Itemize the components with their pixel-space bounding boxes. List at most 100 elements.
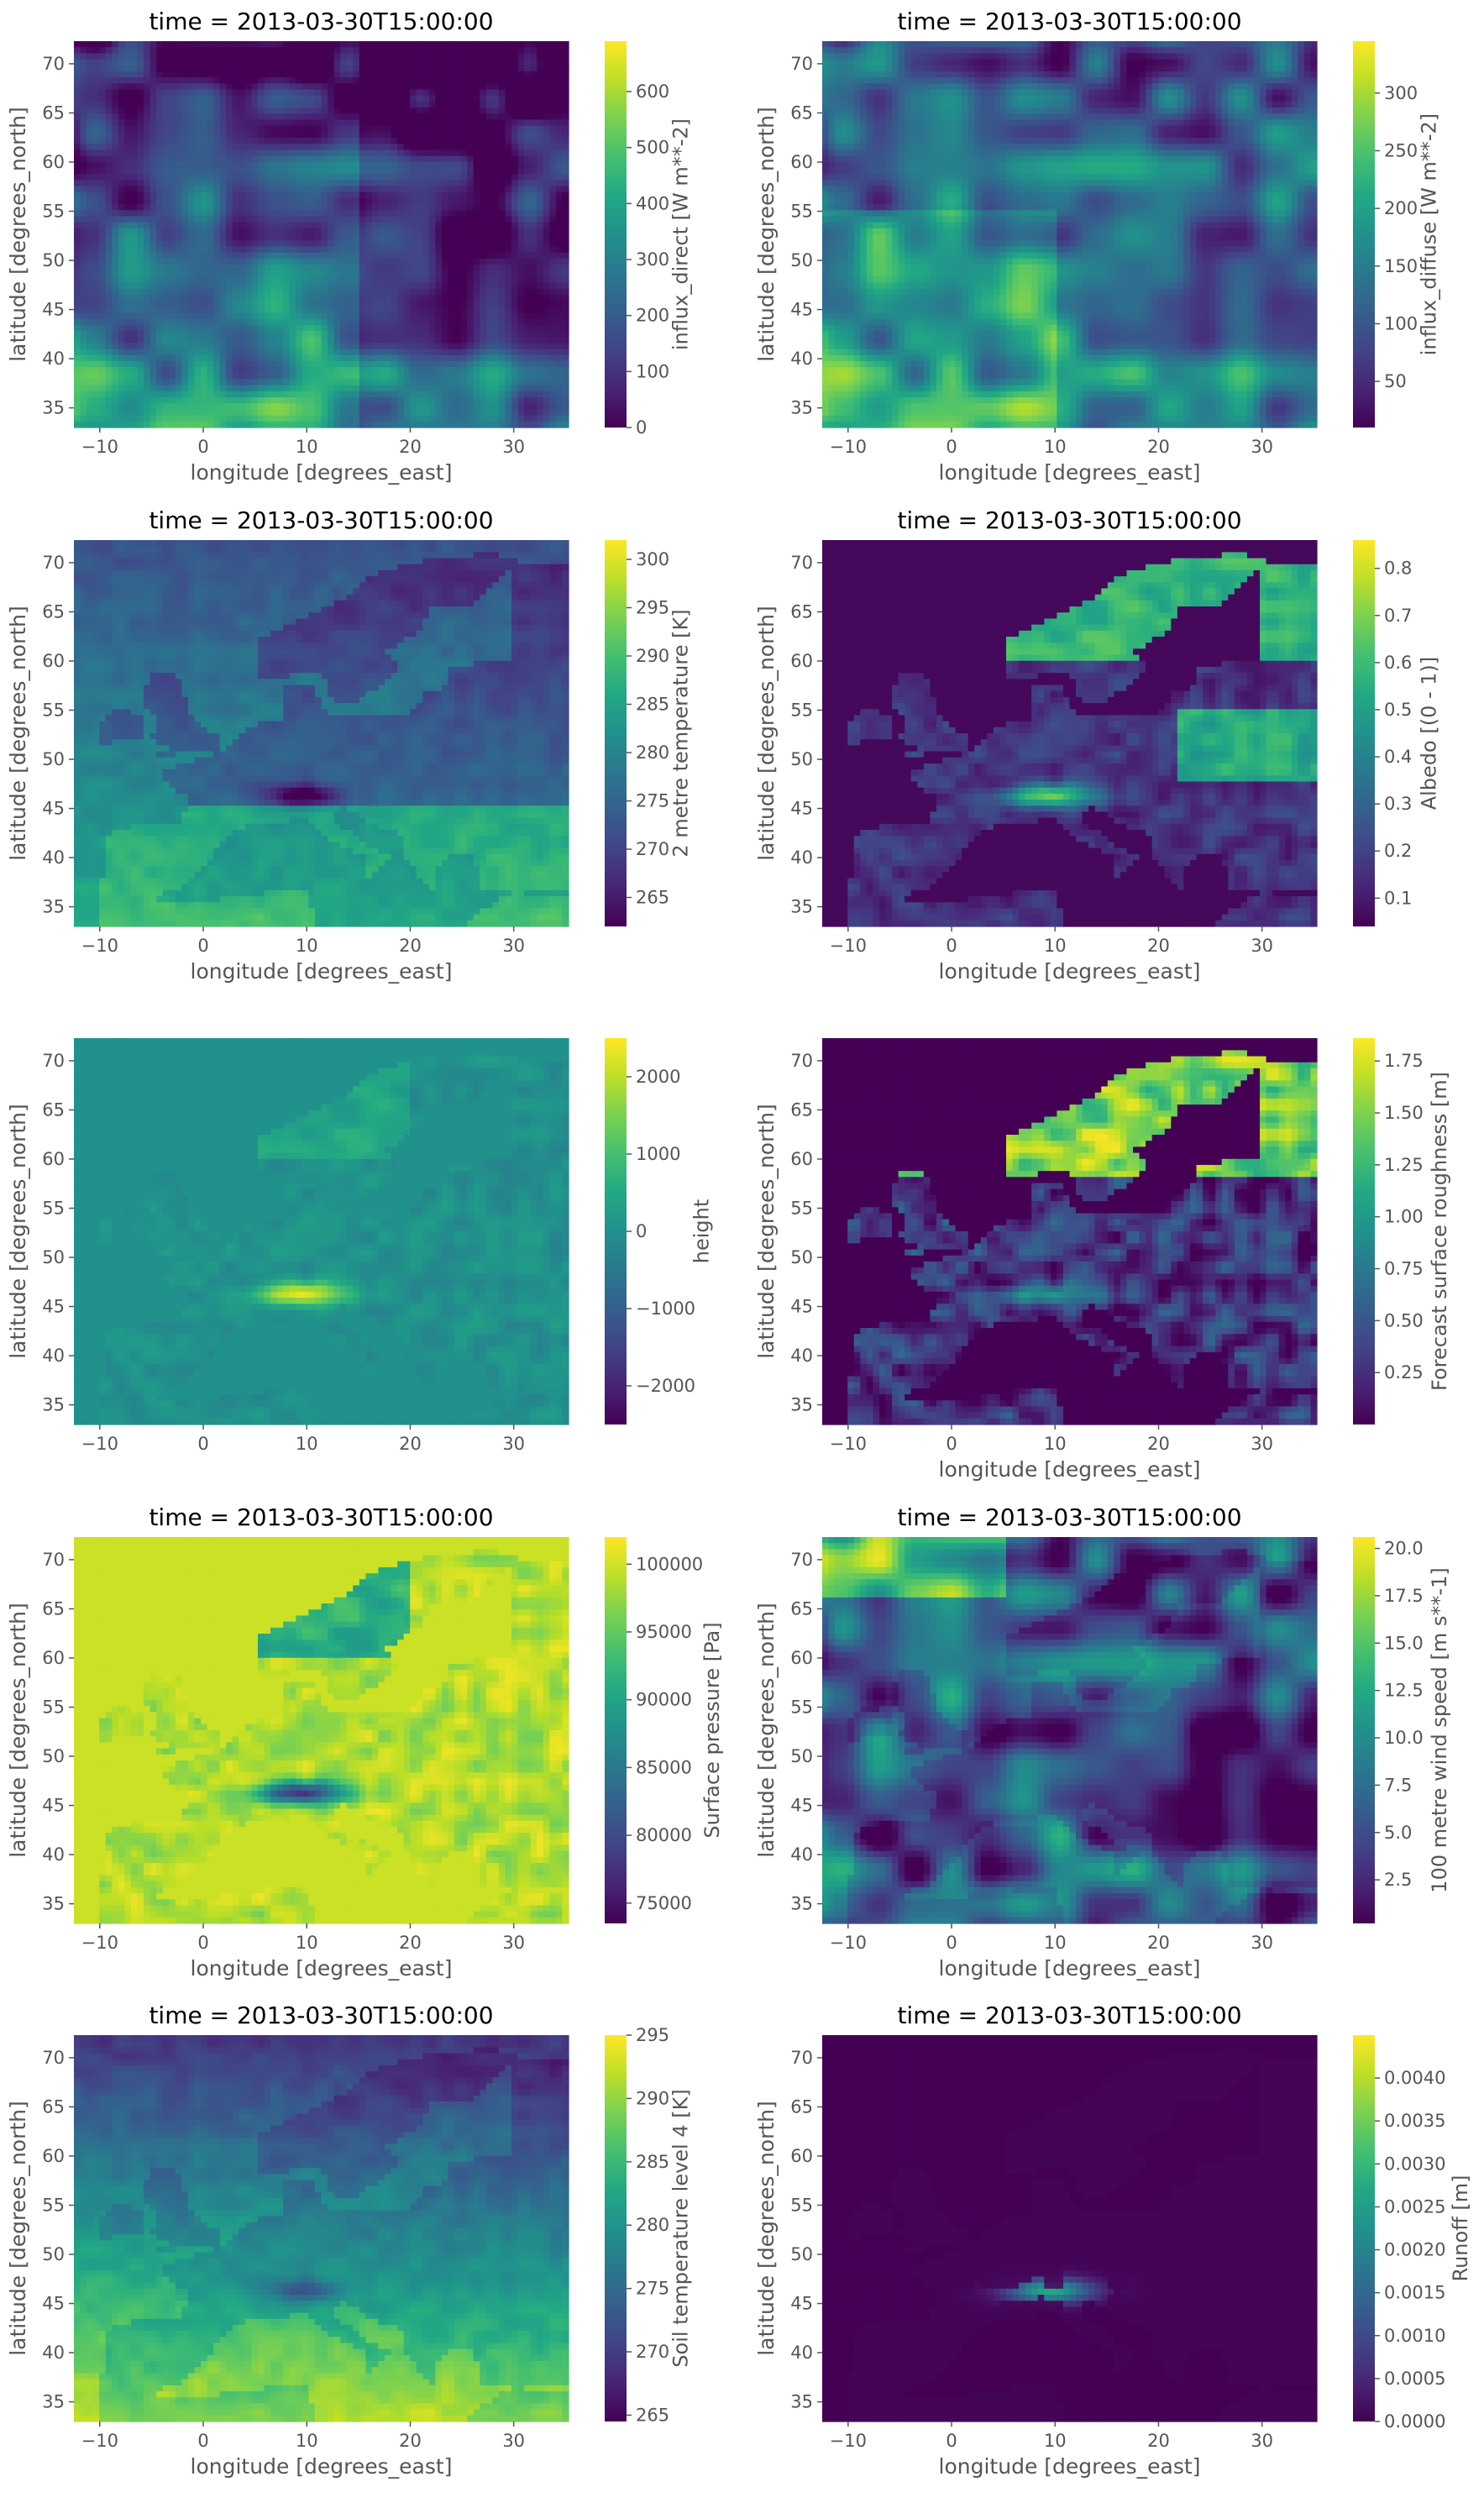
heatmap-cell xyxy=(99,259,106,265)
heatmap-cell xyxy=(138,234,144,241)
heatmap-cell xyxy=(118,180,125,186)
heatmap-cell xyxy=(251,138,258,144)
heatmap-cell xyxy=(131,216,138,223)
heatmap-cell xyxy=(201,349,207,356)
heatmap-cell xyxy=(188,253,195,260)
heatmap-cell xyxy=(328,53,334,60)
heatmap-cell xyxy=(245,386,252,392)
heatmap-cell xyxy=(99,416,106,422)
heatmap-cell xyxy=(112,307,118,313)
heatmap-cell xyxy=(322,204,328,211)
heatmap-cell xyxy=(270,240,277,247)
heatmap-cell xyxy=(220,319,227,326)
heatmap-cell xyxy=(328,210,334,217)
heatmap-cell xyxy=(176,422,182,428)
heatmap-cell xyxy=(156,96,163,102)
heatmap-cell xyxy=(328,403,334,410)
heatmap-cell xyxy=(258,108,265,114)
heatmap-cell xyxy=(118,416,125,422)
heatmap-cell xyxy=(233,234,239,241)
heatmap-cell xyxy=(328,312,334,319)
heatmap-cell xyxy=(283,386,290,392)
heatmap-cell xyxy=(131,361,138,368)
heatmap-cell xyxy=(87,186,93,193)
heatmap-cell xyxy=(169,246,176,253)
heatmap-cell xyxy=(213,102,220,108)
heatmap-cell xyxy=(99,47,106,54)
heatmap-cell xyxy=(93,210,100,217)
heatmap-cell xyxy=(340,192,347,199)
heatmap-cell xyxy=(93,337,100,344)
heatmap-cell xyxy=(308,391,315,398)
heatmap-cell xyxy=(207,319,214,326)
heatmap-cell xyxy=(251,180,258,186)
heatmap-cell xyxy=(265,108,271,114)
heatmap-cell xyxy=(144,83,150,90)
heatmap-cell xyxy=(181,96,188,102)
heatmap-cell xyxy=(150,373,157,380)
heatmap-cell xyxy=(328,108,334,114)
heatmap-cell xyxy=(150,331,157,338)
heatmap-cell xyxy=(213,47,220,54)
heatmap-cell xyxy=(226,312,233,319)
heatmap-cell xyxy=(201,386,207,392)
heatmap-cell xyxy=(308,156,315,163)
heatmap-cell xyxy=(176,397,182,404)
heatmap-cell xyxy=(258,270,265,277)
heatmap-cell xyxy=(245,198,252,205)
heatmap-cell xyxy=(74,337,81,344)
heatmap-cell xyxy=(258,126,265,133)
heatmap-cell xyxy=(265,90,271,97)
heatmap-cell xyxy=(328,66,334,72)
heatmap-cell xyxy=(347,41,354,48)
heatmap-cell xyxy=(169,198,176,205)
heatmap-cell xyxy=(265,102,271,108)
heatmap-cell xyxy=(106,174,113,181)
heatmap-cell xyxy=(156,83,163,90)
heatmap-cell xyxy=(245,119,252,126)
heatmap-cell xyxy=(124,301,131,307)
heatmap-cell xyxy=(124,403,131,410)
heatmap-cell xyxy=(181,265,188,271)
heatmap-cell xyxy=(296,83,302,90)
heatmap-cell xyxy=(156,156,163,163)
heatmap-cell xyxy=(194,361,201,368)
heatmap-cell xyxy=(302,77,309,84)
heatmap-cell xyxy=(169,83,176,90)
heatmap-cell xyxy=(131,331,138,338)
heatmap-cell xyxy=(334,83,341,90)
heatmap-cell xyxy=(340,289,347,296)
heatmap-cell xyxy=(138,96,144,102)
heatmap-cell xyxy=(322,180,328,186)
heatmap-cell xyxy=(124,83,131,90)
heatmap-cell xyxy=(315,53,322,60)
heatmap-cell xyxy=(220,138,227,144)
heatmap-cell xyxy=(258,83,265,90)
heatmap-cell xyxy=(156,41,163,48)
heatmap-cell xyxy=(239,228,245,235)
heatmap-cell xyxy=(245,270,252,277)
heatmap-cell xyxy=(99,156,106,163)
heatmap-cell xyxy=(245,71,252,78)
heatmap-cell xyxy=(239,234,245,241)
heatmap-cell xyxy=(118,367,125,374)
heatmap-cell xyxy=(207,270,214,277)
heatmap-cell xyxy=(163,162,170,169)
heatmap-cell xyxy=(265,307,271,313)
heatmap-cell xyxy=(270,380,277,386)
heatmap-cell xyxy=(201,307,207,313)
heatmap-cell xyxy=(188,367,195,374)
heatmap-cell xyxy=(290,312,296,319)
heatmap-cell xyxy=(207,186,214,193)
heatmap-cell xyxy=(93,138,100,144)
heatmap-cell xyxy=(201,41,207,48)
heatmap-cell xyxy=(201,246,207,253)
heatmap-cell xyxy=(112,66,118,72)
heatmap-cell xyxy=(138,192,144,199)
heatmap-cell xyxy=(328,138,334,144)
heatmap-cell xyxy=(150,343,157,349)
heatmap-cell xyxy=(207,47,214,54)
heatmap-cell xyxy=(239,391,245,398)
heatmap-cell xyxy=(150,144,157,150)
heatmap-cell xyxy=(328,373,334,380)
